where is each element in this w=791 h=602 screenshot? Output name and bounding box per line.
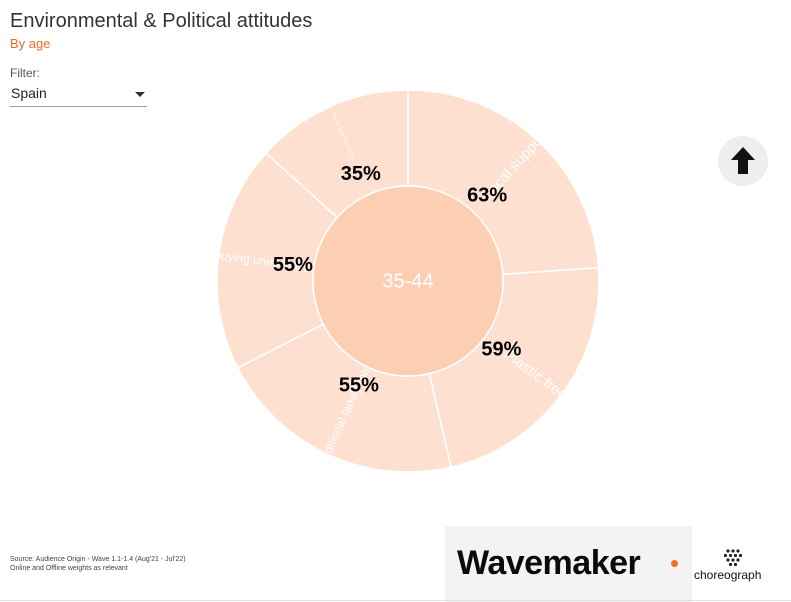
value-label-3: 55% [273,254,313,276]
page-title: Environmental & Political attitudes [10,10,313,32]
arrow-up-icon [731,147,755,174]
center-label: 35-44 [382,270,433,292]
source-line-2: Online and Offline weights as relevant [10,565,128,572]
wavemaker-dot [671,560,678,567]
value-label-4: 35% [341,163,381,185]
choreograph-mark-icon [723,549,743,567]
bottom-divider [0,600,791,601]
value-label-0: 63% [467,184,507,206]
filter-selected-value: Spain [11,85,47,101]
filter-label: Filter: [10,66,40,80]
choreograph-wordmark: choreograph [694,568,762,582]
source-line-1: Source: Audience Origin - Wave 1.1-1.4 (… [10,556,186,563]
caret-down-icon [135,92,145,97]
page-subtitle: By age [10,36,51,51]
source-note: Source: Audience Origin - Wave 1.1-1.4 (… [10,555,186,573]
country-filter-dropdown[interactable]: Spain [10,82,147,107]
value-label-1: 59% [481,338,521,360]
value-label-2: 55% [339,375,379,397]
wavemaker-logo: Wavemaker [445,526,692,602]
scroll-up-button[interactable] [718,136,768,186]
center-circle[interactable] [312,185,504,377]
wavemaker-wordmark: Wavemaker [457,544,641,582]
